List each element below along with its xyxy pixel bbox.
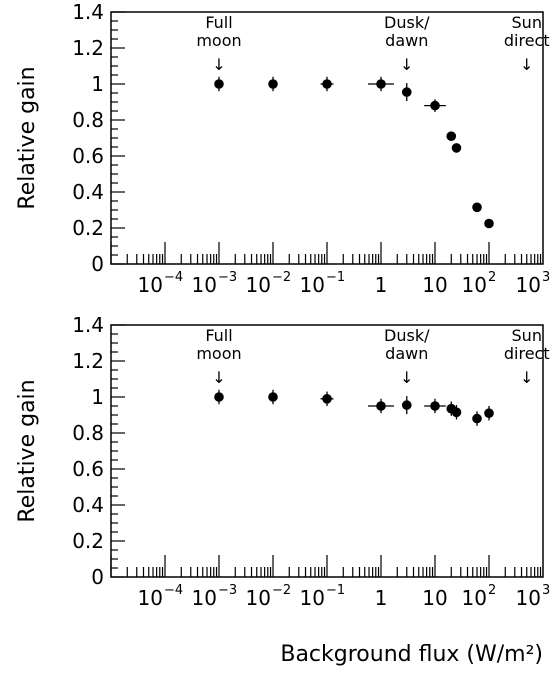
x-tick-label: 10 [246, 273, 271, 297]
data-point [376, 401, 386, 411]
annotation-arrow: ↓ [520, 368, 533, 387]
plot-frame [110, 11, 544, 265]
data-point [451, 407, 462, 418]
x-tick-label: 10 [138, 273, 163, 297]
annotation-arrow: ↓ [212, 55, 225, 74]
data-point [484, 408, 494, 419]
y-tick-label: 0 [91, 565, 104, 589]
y-axis-title: Relative gain [15, 66, 40, 209]
y-tick-label: 0.2 [72, 216, 104, 240]
annotation-label: direct [504, 31, 550, 50]
data-point [376, 79, 386, 89]
y-tick-label: 0.8 [72, 108, 104, 132]
annotation-label: direct [504, 344, 550, 363]
annotation-label: Sun [512, 13, 542, 32]
annotation-label: dawn [385, 31, 428, 50]
annotation-label: moon [196, 31, 241, 50]
x-tick-exponent: 2 [488, 583, 496, 598]
y-tick-label: 0.2 [72, 529, 104, 553]
x-tick-exponent: −3 [218, 583, 237, 598]
annotation-label: dawn [385, 344, 428, 363]
x-tick-label: 1 [375, 273, 388, 297]
x-tick-exponent: −1 [326, 583, 345, 598]
x-tick-label: 10 [422, 273, 447, 297]
data-point [472, 413, 482, 424]
x-tick-exponent: 3 [542, 583, 550, 598]
y-tick-label: 1 [91, 72, 104, 96]
x-tick-label: 10 [462, 273, 487, 297]
y-tick-label: 0.4 [72, 180, 104, 204]
x-tick-exponent: −4 [164, 583, 183, 598]
data-point [268, 79, 278, 89]
y-tick-label: 1.2 [72, 36, 104, 60]
x-tick-exponent: −4 [164, 270, 183, 285]
annotation-label: Sun [512, 326, 542, 345]
data-point [322, 394, 332, 404]
data-point [484, 218, 494, 229]
data-point [446, 131, 457, 141]
x-tick-exponent: −2 [272, 583, 291, 598]
annotation-label: Full [205, 326, 232, 345]
y-tick-label: 1.4 [72, 313, 104, 337]
x-tick-label: 10 [516, 273, 541, 297]
x-tick-label: 10 [246, 586, 271, 610]
annotation-arrow: ↓ [400, 55, 413, 74]
annotation-label: Dusk/ [384, 326, 430, 345]
data-point [268, 392, 278, 402]
data-point [322, 79, 332, 89]
annotation-arrow: ↓ [212, 368, 225, 387]
data-point [430, 401, 440, 411]
x-tick-label: 10 [516, 586, 541, 610]
x-tick-exponent: −2 [272, 270, 291, 285]
x-tick-label: 10 [462, 586, 487, 610]
x-tick-exponent: −1 [326, 270, 345, 285]
y-tick-label: 0.8 [72, 421, 104, 445]
x-tick-exponent: 3 [542, 270, 550, 285]
y-tick-label: 1.4 [72, 0, 104, 24]
annotation-label: moon [196, 344, 241, 363]
annotation-label: Full [205, 13, 232, 32]
x-tick-exponent: 2 [488, 270, 496, 285]
x-tick-label: 10 [138, 586, 163, 610]
x-axis-title: Background flux (W/m²) [280, 642, 543, 667]
data-point [430, 100, 440, 111]
data-point [472, 202, 482, 213]
y-tick-label: 0.6 [72, 457, 104, 481]
y-axis-title: Relative gain [15, 379, 40, 522]
x-tick-label: 10 [192, 586, 217, 610]
annotation-arrow: ↓ [520, 55, 533, 74]
annotation-arrow: ↓ [400, 368, 413, 387]
data-point [451, 143, 462, 153]
y-tick-label: 0.6 [72, 144, 104, 168]
x-tick-exponent: −3 [218, 270, 237, 285]
x-tick-label: 10 [300, 586, 325, 610]
data-point [214, 392, 224, 402]
annotation-label: Dusk/ [384, 13, 430, 32]
data-point [401, 87, 412, 97]
x-tick-label: 10 [192, 273, 217, 297]
y-tick-label: 0 [91, 252, 104, 276]
x-tick-label: 1 [375, 586, 388, 610]
plot-frame [110, 324, 544, 578]
data-point [401, 400, 412, 410]
y-tick-label: 1.2 [72, 349, 104, 373]
data-point [214, 79, 224, 89]
x-tick-label: 10 [300, 273, 325, 297]
y-tick-label: 0.4 [72, 493, 104, 517]
y-tick-label: 1 [91, 385, 104, 409]
x-tick-label: 10 [422, 586, 447, 610]
